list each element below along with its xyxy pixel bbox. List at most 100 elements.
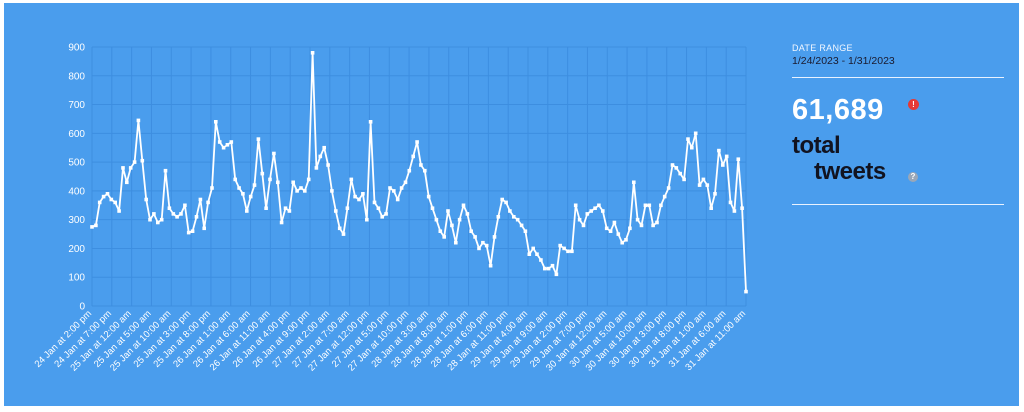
data-point: [477, 246, 481, 251]
data-point: [454, 240, 458, 245]
data-point: [306, 177, 311, 182]
data-point: [179, 212, 183, 216]
data-point: [589, 209, 593, 213]
data-point: [535, 252, 539, 256]
data-point: [655, 220, 659, 225]
data-point: [241, 192, 245, 196]
data-point: [349, 177, 354, 182]
data-point: [198, 197, 203, 202]
data-point: [310, 51, 315, 55]
data-point: [283, 206, 288, 210]
data-point: [659, 203, 663, 208]
y-tick-label: 500: [68, 158, 85, 169]
data-point: [546, 266, 551, 271]
data-point: [573, 203, 578, 208]
data-point: [732, 209, 737, 213]
data-point: [461, 203, 466, 208]
data-point: [593, 206, 597, 210]
data-point: [709, 206, 713, 210]
data-point: [136, 118, 141, 123]
data-point: [295, 189, 299, 193]
data-point: [125, 180, 129, 185]
data-point: [527, 252, 532, 256]
data-point: [457, 217, 462, 222]
data-point: [415, 140, 419, 144]
data-point: [194, 215, 199, 219]
data-point: [512, 215, 516, 219]
data-point: [419, 163, 423, 167]
data-point: [628, 226, 632, 231]
data-point: [121, 166, 125, 170]
data-point: [411, 154, 415, 159]
data-point: [202, 226, 206, 231]
data-point: [550, 263, 555, 268]
data-point: [690, 145, 694, 150]
data-point: [399, 186, 404, 190]
y-tick-label: 700: [68, 100, 85, 111]
data-point: [430, 206, 435, 210]
data-point: [442, 235, 446, 239]
data-point: [728, 200, 733, 205]
data-point: [484, 243, 489, 248]
data-point: [686, 137, 690, 141]
data-point: [496, 215, 501, 219]
date-range-value: 1/24/2023 - 1/31/2023: [792, 55, 895, 67]
data-point: [632, 180, 636, 185]
total-tweets-count: 61,689: [792, 94, 884, 126]
data-point: [245, 209, 249, 213]
data-point: [395, 197, 400, 202]
data-point: [128, 166, 133, 170]
divider-top: [792, 77, 1004, 78]
data-point: [662, 194, 667, 199]
data-point: [554, 272, 559, 277]
data-point: [601, 209, 605, 213]
data-point: [488, 263, 493, 268]
data-point: [337, 226, 342, 231]
data-point: [388, 186, 392, 190]
data-point: [94, 223, 98, 228]
data-point: [438, 229, 443, 233]
data-point: [287, 209, 292, 213]
divider-bottom: [792, 204, 1004, 205]
data-point: [423, 168, 427, 173]
data-point: [353, 194, 357, 199]
alert-icon[interactable]: !: [908, 99, 919, 110]
data-point: [666, 186, 671, 190]
data-point: [697, 183, 702, 187]
data-point: [368, 120, 373, 124]
y-tick-label: 900: [68, 43, 85, 54]
series-line: [91, 51, 747, 292]
data-point: [500, 197, 504, 202]
data-point: [113, 200, 117, 205]
data-point: [624, 238, 628, 242]
data-point: [612, 220, 617, 225]
data-point: [635, 217, 640, 222]
data-point: [508, 209, 512, 213]
data-point: [384, 212, 388, 216]
help-icon[interactable]: ?: [908, 172, 918, 182]
data-point: [446, 209, 450, 213]
data-point: [365, 217, 369, 222]
data-point: [345, 206, 350, 210]
data-point: [217, 140, 222, 144]
y-tick-label: 600: [68, 129, 85, 140]
data-point: [392, 189, 396, 193]
data-point: [562, 246, 566, 251]
data-point: [566, 249, 570, 254]
data-point: [465, 212, 470, 216]
data-point: [523, 229, 528, 233]
data-point: [426, 194, 431, 199]
data-point: [272, 151, 276, 156]
data-point: [651, 223, 655, 228]
data-point: [407, 168, 412, 173]
y-tick-label: 400: [68, 186, 85, 197]
data-point: [97, 200, 102, 205]
data-point: [183, 203, 187, 208]
data-point: [229, 140, 234, 144]
data-point: [186, 230, 191, 235]
data-point: [724, 154, 729, 159]
data-point: [248, 194, 253, 199]
data-point: [705, 183, 710, 187]
data-point: [469, 229, 473, 233]
data-point: [357, 197, 361, 202]
